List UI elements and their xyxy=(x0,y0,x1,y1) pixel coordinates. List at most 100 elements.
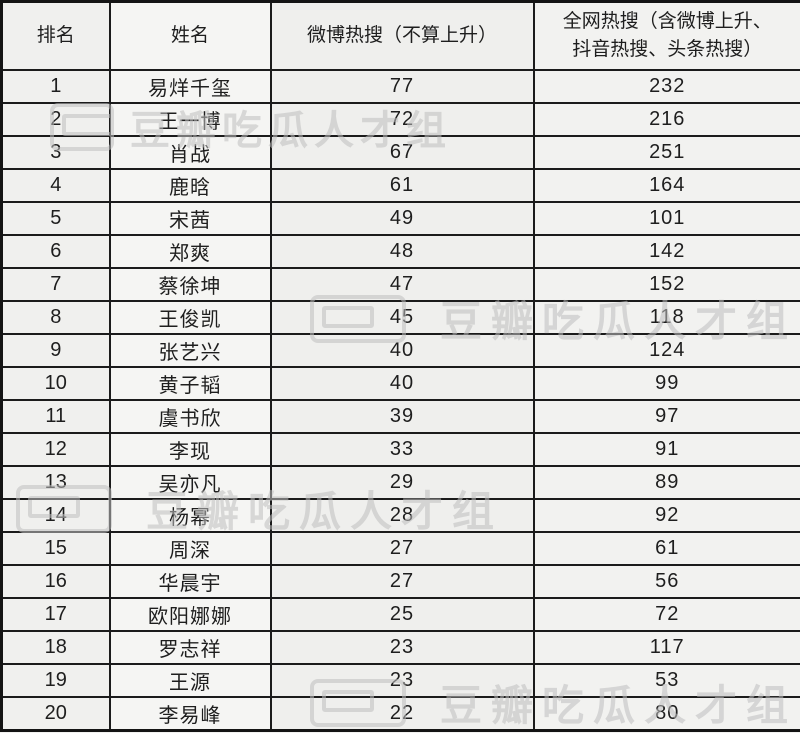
total-count-cell: 99 xyxy=(534,367,800,400)
weibo-count-cell: 28 xyxy=(271,499,534,532)
name-cell: 周深 xyxy=(110,532,271,565)
name-cell: 蔡徐坤 xyxy=(110,268,271,301)
rank-cell: 2 xyxy=(2,103,110,136)
name-cell: 鹿晗 xyxy=(110,169,271,202)
name-cell: 吴亦凡 xyxy=(110,466,271,499)
name-cell: 郑爽 xyxy=(110,235,271,268)
total-count-cell: 61 xyxy=(534,532,800,565)
name-cell: 李易峰 xyxy=(110,697,271,731)
rank-cell: 1 xyxy=(2,70,110,103)
name-cell: 虞书欣 xyxy=(110,400,271,433)
table-header: 排名 姓名 微博热搜（不算上升） 全网热搜（含微博上升、 抖音热搜、头条热搜） xyxy=(2,2,800,71)
weibo-count-cell: 39 xyxy=(271,400,534,433)
weibo-count-cell: 23 xyxy=(271,631,534,664)
name-cell: 黄子韬 xyxy=(110,367,271,400)
rank-cell: 12 xyxy=(2,433,110,466)
total-count-cell: 91 xyxy=(534,433,800,466)
total-count-cell: 117 xyxy=(534,631,800,664)
total-count-cell: 97 xyxy=(534,400,800,433)
total-count-cell: 152 xyxy=(534,268,800,301)
total-count-cell: 118 xyxy=(534,301,800,334)
total-count-cell: 92 xyxy=(534,499,800,532)
total-count-cell: 56 xyxy=(534,565,800,598)
rank-cell: 20 xyxy=(2,697,110,731)
name-cell: 易烊千玺 xyxy=(110,70,271,103)
weibo-count-cell: 67 xyxy=(271,136,534,169)
header-name: 姓名 xyxy=(110,2,271,71)
total-count-cell: 89 xyxy=(534,466,800,499)
total-count-cell: 142 xyxy=(534,235,800,268)
weibo-count-cell: 47 xyxy=(271,268,534,301)
weibo-count-cell: 72 xyxy=(271,103,534,136)
header-row: 排名 姓名 微博热搜（不算上升） 全网热搜（含微博上升、 抖音热搜、头条热搜） xyxy=(2,2,800,71)
rank-cell: 3 xyxy=(2,136,110,169)
total-count-cell: 101 xyxy=(534,202,800,235)
total-count-cell: 251 xyxy=(534,136,800,169)
rank-cell: 14 xyxy=(2,499,110,532)
rank-cell: 19 xyxy=(2,664,110,697)
total-count-cell: 124 xyxy=(534,334,800,367)
total-count-cell: 80 xyxy=(534,697,800,731)
rank-cell: 15 xyxy=(2,532,110,565)
rank-cell: 13 xyxy=(2,466,110,499)
weibo-count-cell: 27 xyxy=(271,532,534,565)
weibo-count-cell: 29 xyxy=(271,466,534,499)
weibo-count-cell: 45 xyxy=(271,301,534,334)
name-cell: 王俊凯 xyxy=(110,301,271,334)
header-weibo-hot-search: 微博热搜（不算上升） xyxy=(271,2,534,71)
weibo-count-cell: 23 xyxy=(271,664,534,697)
name-cell: 欧阳娜娜 xyxy=(110,598,271,631)
name-cell: 华晨宇 xyxy=(110,565,271,598)
weibo-count-cell: 49 xyxy=(271,202,534,235)
weibo-count-cell: 77 xyxy=(271,70,534,103)
weibo-count-cell: 27 xyxy=(271,565,534,598)
rank-cell: 6 xyxy=(2,235,110,268)
weibo-count-cell: 33 xyxy=(271,433,534,466)
name-cell: 王一博 xyxy=(110,103,271,136)
header-rank: 排名 xyxy=(2,2,110,71)
header-total-line-1: 全网热搜（含微博上升、 xyxy=(535,8,800,36)
rank-cell: 7 xyxy=(2,268,110,301)
weibo-count-cell: 40 xyxy=(271,334,534,367)
rank-cell: 4 xyxy=(2,169,110,202)
total-count-cell: 72 xyxy=(534,598,800,631)
rank-cell: 10 xyxy=(2,367,110,400)
rank-cell: 5 xyxy=(2,202,110,235)
total-count-cell: 53 xyxy=(534,664,800,697)
rank-cell: 18 xyxy=(2,631,110,664)
weibo-count-cell: 48 xyxy=(271,235,534,268)
rank-cell: 11 xyxy=(2,400,110,433)
header-total-line-2: 抖音热搜、头条热搜） xyxy=(535,36,800,64)
total-count-cell: 232 xyxy=(534,70,800,103)
rank-cell: 17 xyxy=(2,598,110,631)
weibo-count-cell: 22 xyxy=(271,697,534,731)
name-cell: 宋茜 xyxy=(110,202,271,235)
total-count-cell: 216 xyxy=(534,103,800,136)
rank-cell: 8 xyxy=(2,301,110,334)
name-cell: 张艺兴 xyxy=(110,334,271,367)
weibo-count-cell: 25 xyxy=(271,598,534,631)
rank-cell: 16 xyxy=(2,565,110,598)
name-cell: 王源 xyxy=(110,664,271,697)
